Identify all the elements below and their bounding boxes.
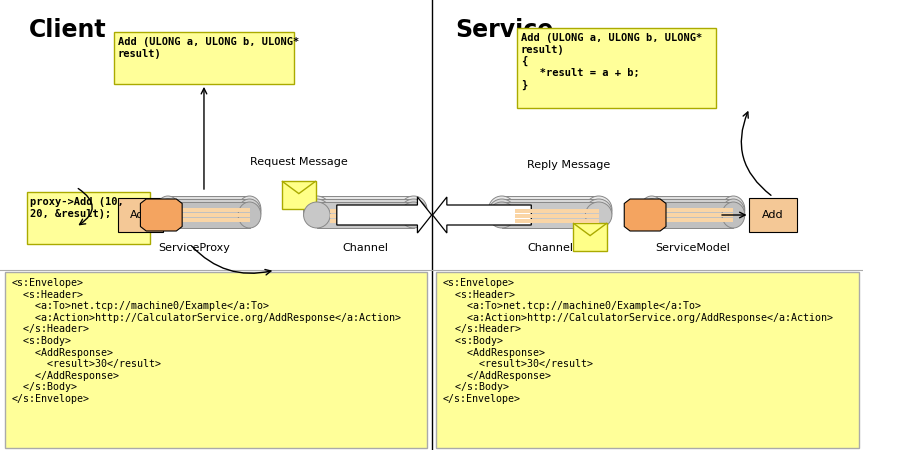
Polygon shape [337, 197, 431, 233]
Ellipse shape [722, 202, 744, 228]
Ellipse shape [641, 196, 663, 222]
Bar [330, 219, 414, 223]
Ellipse shape [157, 199, 179, 225]
Bar [317, 202, 414, 228]
Bar [117, 198, 163, 232]
Text: Reply Message: Reply Message [527, 160, 610, 170]
Ellipse shape [238, 196, 261, 222]
Ellipse shape [585, 202, 612, 228]
Ellipse shape [238, 199, 261, 225]
Ellipse shape [400, 199, 427, 225]
Text: Add: Add [129, 210, 151, 220]
Polygon shape [624, 199, 666, 231]
Text: <s:Envelope>
  <s:Header>
    <a:To>net.tcp://machine0/Example</a:To>
    <a:Act: <s:Envelope> <s:Header> <a:To>net.tcp://… [443, 278, 833, 404]
Ellipse shape [641, 199, 663, 225]
Bar [179, 218, 249, 222]
Text: Channel: Channel [527, 243, 573, 253]
Ellipse shape [489, 196, 515, 222]
Bar [573, 223, 607, 251]
Text: Add (ULONG a, ULONG b, ULONG*
result)
{
   *result = a + b;
}: Add (ULONG a, ULONG b, ULONG* result) { … [521, 33, 703, 90]
Bar [515, 214, 599, 218]
Bar [168, 202, 249, 228]
Ellipse shape [722, 196, 744, 222]
Bar [5, 272, 427, 448]
Ellipse shape [400, 202, 427, 228]
Ellipse shape [304, 199, 330, 225]
Bar [652, 196, 733, 222]
Bar [26, 192, 150, 244]
Bar [502, 202, 599, 228]
Text: <s:Envelope>
  <s:Header>
    <a:To>net.tcp://machine0/Example</a:To>
    <a:Act: <s:Envelope> <s:Header> <a:To>net.tcp://… [12, 278, 401, 404]
Bar [114, 32, 294, 84]
Bar [437, 272, 858, 448]
Bar [330, 214, 414, 218]
Text: Client: Client [28, 18, 106, 42]
Bar [317, 199, 414, 225]
Ellipse shape [304, 202, 330, 228]
Text: Channel: Channel [342, 243, 389, 253]
Bar [282, 181, 316, 209]
Ellipse shape [489, 199, 515, 225]
Bar [317, 196, 414, 222]
Bar [502, 196, 599, 222]
Text: Request Message: Request Message [250, 157, 348, 167]
Bar [663, 218, 733, 222]
Ellipse shape [585, 196, 612, 222]
Bar [179, 208, 249, 212]
Ellipse shape [157, 196, 179, 222]
Ellipse shape [585, 199, 612, 225]
Bar [179, 213, 249, 217]
Polygon shape [432, 197, 531, 233]
Bar [663, 213, 733, 217]
Ellipse shape [722, 199, 744, 225]
Ellipse shape [304, 196, 330, 222]
Bar [502, 199, 599, 225]
Polygon shape [140, 199, 182, 231]
Bar [750, 198, 797, 232]
Ellipse shape [238, 202, 261, 228]
Ellipse shape [489, 202, 515, 228]
Bar [330, 209, 414, 213]
Bar [168, 196, 249, 222]
Text: ServiceModel: ServiceModel [655, 243, 730, 253]
Bar [652, 199, 733, 225]
Bar [663, 208, 733, 212]
Text: Add: Add [763, 210, 784, 220]
Bar [517, 28, 716, 108]
Text: Add (ULONG a, ULONG b, ULONG*
result): Add (ULONG a, ULONG b, ULONG* result) [117, 37, 298, 58]
Ellipse shape [641, 202, 663, 228]
Ellipse shape [400, 196, 427, 222]
Ellipse shape [157, 202, 179, 228]
Text: ServiceProxy: ServiceProxy [158, 243, 230, 253]
Bar [652, 202, 733, 228]
Bar [168, 199, 249, 225]
Text: Service: Service [455, 18, 553, 42]
Bar [515, 209, 599, 213]
Bar [515, 219, 599, 223]
Text: proxy->Add (10,
20, &result);: proxy->Add (10, 20, &result); [30, 197, 124, 219]
